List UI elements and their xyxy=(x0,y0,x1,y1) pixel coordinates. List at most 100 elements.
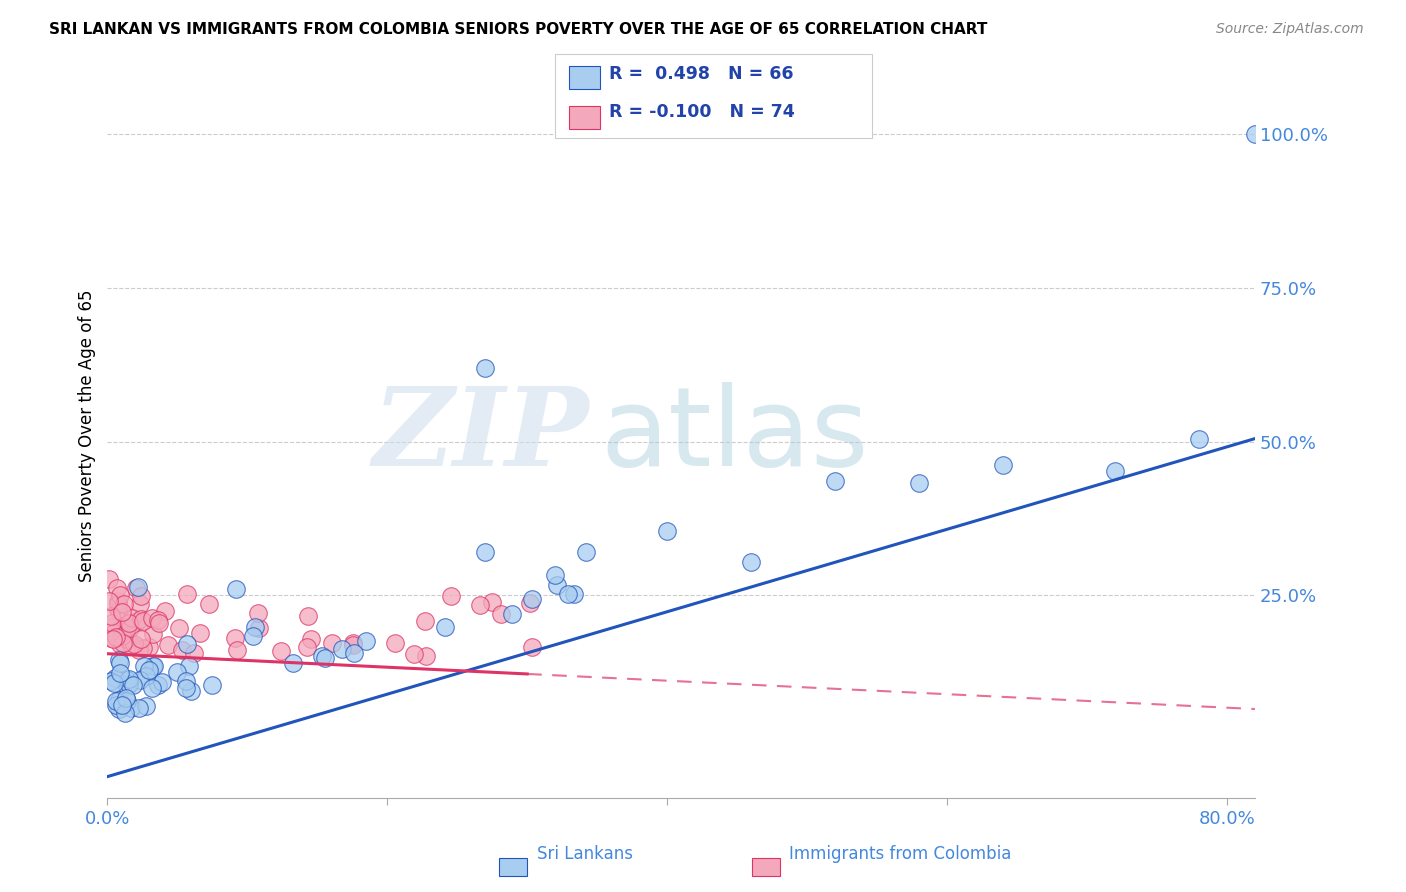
Point xyxy=(166,665,188,680)
Point xyxy=(138,663,160,677)
Point xyxy=(108,603,131,617)
Point xyxy=(115,632,138,646)
Point xyxy=(103,632,125,646)
Point xyxy=(107,594,129,608)
Point xyxy=(121,611,143,625)
Point xyxy=(100,609,122,624)
Point xyxy=(270,644,292,658)
Point xyxy=(180,683,202,698)
Point xyxy=(115,690,138,705)
Point xyxy=(170,642,193,657)
Point xyxy=(104,671,127,685)
Text: R = -0.100   N = 74: R = -0.100 N = 74 xyxy=(609,103,794,120)
Point xyxy=(404,648,426,662)
Point xyxy=(415,648,437,663)
Point xyxy=(176,587,198,601)
Point xyxy=(201,678,224,692)
Point xyxy=(129,632,152,646)
Point xyxy=(127,614,149,628)
Point xyxy=(384,636,406,650)
Point xyxy=(1244,128,1267,142)
Point xyxy=(127,580,149,594)
Point xyxy=(108,653,131,667)
Point xyxy=(107,581,129,595)
Point xyxy=(132,659,155,673)
Point xyxy=(108,693,131,707)
Text: SRI LANKAN VS IMMIGRANTS FROM COLOMBIA SENIORS POVERTY OVER THE AGE OF 65 CORREL: SRI LANKAN VS IMMIGRANTS FROM COLOMBIA S… xyxy=(49,22,987,37)
Point xyxy=(97,572,120,586)
Point xyxy=(100,631,122,645)
Point xyxy=(129,597,152,611)
Text: Immigrants from Colombia: Immigrants from Colombia xyxy=(789,846,1011,863)
Point xyxy=(138,640,160,654)
Point xyxy=(470,599,492,613)
Point xyxy=(100,615,122,630)
Point xyxy=(117,694,139,708)
Point xyxy=(112,597,135,611)
Point xyxy=(501,607,523,621)
Point xyxy=(522,591,544,606)
Point xyxy=(108,637,131,651)
Point xyxy=(112,623,135,637)
Point xyxy=(100,620,122,634)
Point xyxy=(311,648,333,663)
Point xyxy=(176,637,198,651)
Point xyxy=(330,641,353,656)
Point xyxy=(283,656,305,670)
Point xyxy=(117,622,139,636)
Point xyxy=(125,581,148,595)
Point xyxy=(519,595,541,609)
Point xyxy=(108,702,131,716)
Text: Sri Lankans: Sri Lankans xyxy=(537,846,633,863)
Point xyxy=(128,701,150,715)
Point xyxy=(143,659,166,673)
Point xyxy=(520,640,543,655)
Point xyxy=(224,632,246,646)
Point xyxy=(321,635,343,649)
Point xyxy=(343,646,366,660)
Point xyxy=(107,603,129,617)
Point xyxy=(111,619,134,633)
Point xyxy=(183,646,205,660)
Point xyxy=(546,578,568,592)
Point xyxy=(434,620,457,634)
Point xyxy=(111,636,134,650)
Point xyxy=(108,665,131,680)
Point xyxy=(575,545,598,559)
Point xyxy=(129,612,152,626)
Point xyxy=(247,621,270,635)
Point xyxy=(132,640,155,655)
Text: Source: ZipAtlas.com: Source: ZipAtlas.com xyxy=(1216,22,1364,37)
Point xyxy=(115,673,138,688)
Point xyxy=(177,659,200,673)
Point xyxy=(142,627,165,641)
Point xyxy=(122,678,145,692)
Text: atlas: atlas xyxy=(600,382,869,489)
Point xyxy=(108,656,131,670)
Point xyxy=(991,458,1014,473)
Point xyxy=(103,676,125,690)
Point xyxy=(120,638,142,652)
Point xyxy=(103,625,125,640)
Point xyxy=(297,609,319,624)
Point xyxy=(115,679,138,693)
Point xyxy=(129,590,152,604)
Point xyxy=(740,555,762,569)
Point xyxy=(120,700,142,714)
Point xyxy=(148,613,170,627)
Point xyxy=(562,587,585,601)
Point xyxy=(440,590,463,604)
Point xyxy=(148,615,170,630)
Point xyxy=(115,620,138,634)
Point xyxy=(105,630,128,644)
Point xyxy=(100,674,122,689)
Point xyxy=(107,597,129,611)
Point xyxy=(111,629,134,643)
Point xyxy=(1188,432,1211,446)
Point xyxy=(135,699,157,714)
Point xyxy=(118,616,141,631)
Point xyxy=(342,638,364,652)
Point xyxy=(118,672,141,686)
Point xyxy=(242,629,264,643)
Point xyxy=(413,614,436,628)
